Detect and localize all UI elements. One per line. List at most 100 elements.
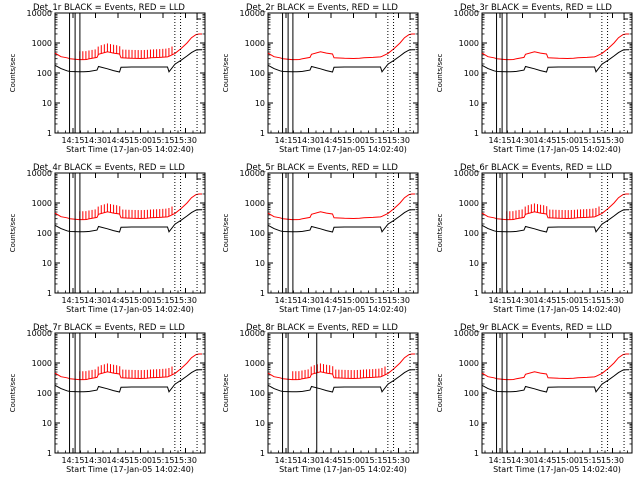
panel-title: Det_8r BLACK = Events, RED = LLD: [246, 323, 398, 333]
x-tick-label: 15:15: [578, 296, 601, 305]
y-tick-label: 10: [42, 259, 52, 268]
x-tick-label: 14:45: [319, 136, 342, 145]
x-tick-label: 14:45: [319, 296, 342, 305]
y-tick-label: 10000: [27, 169, 52, 178]
x-tick-label: 15:15: [578, 456, 601, 465]
x-tick-label: 14:15: [488, 456, 511, 465]
bracket-icon: [196, 333, 202, 340]
plot-frame: [267, 332, 419, 454]
bracket-icon: [196, 13, 202, 20]
y-tick-label: 10: [42, 419, 52, 428]
y-axis-label: Counts/sec: [222, 214, 230, 253]
y-tick-label: 10: [255, 419, 265, 428]
x-axis-label: Start Time (17-Jan-05 14:02:40): [493, 305, 621, 314]
x-tick-label: 15:15: [364, 136, 387, 145]
y-tick-label: 1: [47, 129, 52, 138]
y-axis-label: Counts/sec: [9, 54, 17, 93]
x-tick-label: 14:15: [274, 456, 297, 465]
panel-det-9r: Det_9r BLACK = Events, RED = LLD Counts/s…: [436, 323, 633, 474]
y-tick-label: 10000: [27, 9, 52, 18]
y-tick-label: 10000: [27, 329, 52, 338]
x-tick-label: 14:30: [511, 296, 534, 305]
x-tick-label: 15:15: [151, 136, 174, 145]
y-axis-label: Counts/sec: [222, 54, 230, 93]
y-tick-label: 100: [37, 229, 52, 238]
x-tick-label: 15:30: [174, 136, 197, 145]
x-tick-label: 14:45: [106, 296, 129, 305]
events-series-line: [267, 369, 415, 393]
x-tick-label: 14:15: [61, 296, 84, 305]
x-tick-label: 15:00: [342, 136, 365, 145]
panel-title: Det_3r BLACK = Events, RED = LLD: [460, 3, 612, 13]
x-tick-label: 14:30: [511, 136, 534, 145]
x-tick-label: 15:15: [578, 136, 601, 145]
y-tick-label: 10000: [454, 169, 479, 178]
panel-det-1r: Det_1r BLACK = Events, RED = LLD Counts/s…: [9, 3, 206, 154]
panel-title: Det_4r BLACK = Events, RED = LLD: [33, 163, 185, 173]
x-axis-label: Start Time (17-Jan-05 14:02:40): [66, 145, 194, 154]
x-tick-label: 15:30: [601, 136, 624, 145]
x-axis-label: Start Time (17-Jan-05 14:02:40): [66, 305, 194, 314]
x-tick-label: 14:45: [319, 456, 342, 465]
bracket-icon: [409, 13, 415, 20]
x-tick-label: 14:30: [84, 456, 107, 465]
y-tick-label: 1: [474, 449, 479, 458]
y-tick-label: 1: [260, 449, 265, 458]
y-tick-label: 1000: [459, 39, 479, 48]
plot-frame: [481, 332, 633, 454]
x-tick-label: 14:15: [274, 136, 297, 145]
events-series-line: [54, 49, 202, 73]
x-axis-label: Start Time (17-Jan-05 14:02:40): [493, 145, 621, 154]
bracket-icon: [623, 333, 629, 340]
x-tick-label: 15:15: [151, 456, 174, 465]
y-tick-label: 10000: [454, 329, 479, 338]
y-tick-label: 1000: [459, 199, 479, 208]
panel-title: Det_7r BLACK = Events, RED = LLD: [33, 323, 185, 333]
y-tick-label: 100: [250, 229, 265, 238]
panel-det-6r: Det_6r BLACK = Events, RED = LLD Counts/s…: [436, 163, 633, 314]
y-axis-label: Counts/sec: [9, 214, 17, 253]
y-tick-label: 100: [250, 389, 265, 398]
lld-series-line: [267, 193, 415, 221]
y-axis-label: Counts/sec: [436, 214, 444, 253]
x-tick-label: 15:30: [387, 136, 410, 145]
x-tick-label: 15:00: [129, 296, 152, 305]
y-tick-label: 100: [464, 389, 479, 398]
panel-title: Det_6r BLACK = Events, RED = LLD: [460, 163, 612, 173]
x-tick-label: 14:30: [511, 456, 534, 465]
panel-det-5r: Det_5r BLACK = Events, RED = LLD Counts/s…: [222, 163, 419, 314]
x-axis-label: Start Time (17-Jan-05 14:02:40): [279, 145, 407, 154]
x-tick-label: 15:30: [601, 456, 624, 465]
x-tick-label: 15:00: [556, 136, 579, 145]
events-series-line: [267, 209, 415, 233]
x-tick-label: 15:00: [129, 136, 152, 145]
panel-det-3r: Det_3r BLACK = Events, RED = LLD Counts/s…: [436, 3, 633, 154]
x-tick-label: 14:45: [533, 456, 556, 465]
x-tick-label: 15:30: [387, 296, 410, 305]
x-tick-label: 14:15: [488, 296, 511, 305]
x-tick-label: 14:15: [61, 136, 84, 145]
y-tick-label: 1: [474, 289, 479, 298]
lld-series-line: [267, 353, 415, 381]
panel-det-4r: Det_4r BLACK = Events, RED = LLD Counts/s…: [9, 163, 206, 314]
y-tick-label: 1000: [459, 359, 479, 368]
bracket-icon: [196, 173, 202, 180]
bracket-icon: [623, 13, 629, 20]
x-tick-label: 15:30: [174, 456, 197, 465]
lld-series-line: [267, 33, 415, 61]
panel-title: Det_1r BLACK = Events, RED = LLD: [33, 3, 185, 13]
y-tick-label: 1: [47, 289, 52, 298]
y-tick-label: 1000: [245, 199, 265, 208]
x-tick-label: 14:45: [533, 296, 556, 305]
plot-frame: [267, 12, 419, 134]
y-tick-label: 10: [469, 99, 479, 108]
events-series-line: [481, 369, 629, 393]
x-tick-label: 15:00: [129, 456, 152, 465]
lld-series-line: [54, 193, 202, 221]
x-tick-label: 15:30: [387, 456, 410, 465]
lld-series-line: [481, 33, 629, 61]
events-series-line: [481, 49, 629, 73]
y-axis-label: Counts/sec: [436, 374, 444, 413]
y-tick-label: 10000: [240, 169, 265, 178]
y-tick-label: 1000: [32, 359, 52, 368]
